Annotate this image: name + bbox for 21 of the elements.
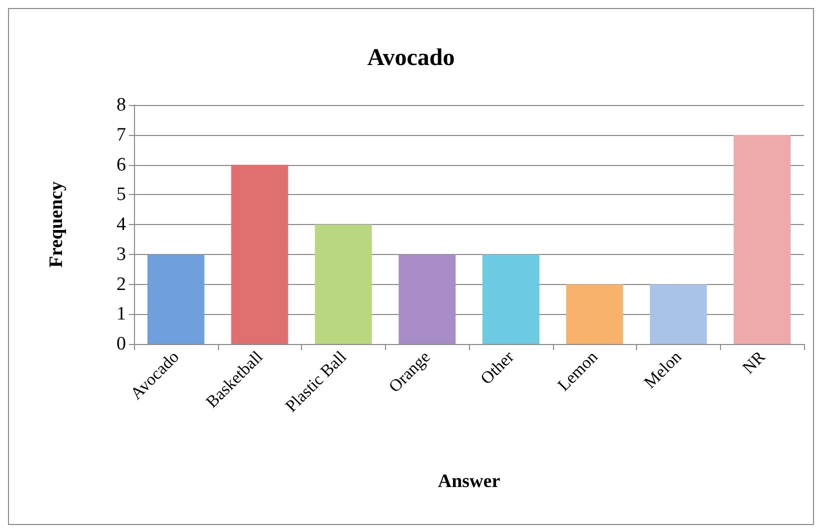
bar — [314, 224, 372, 344]
chart-title: Avocado — [367, 45, 455, 71]
y-tick-label: 0 — [116, 334, 126, 354]
y-tick-label: 1 — [116, 304, 126, 325]
y-axis-title: Frequency — [46, 180, 67, 268]
bar — [482, 254, 540, 344]
y-tick-label: 3 — [116, 244, 126, 265]
x-axis-title: Answer — [438, 471, 501, 492]
y-tick-label: 2 — [116, 274, 126, 295]
y-tick-label: 5 — [116, 184, 126, 206]
y-tick-label: 6 — [116, 154, 126, 176]
bar — [650, 284, 707, 344]
y-tick-label: 7 — [116, 124, 126, 146]
bar — [566, 284, 624, 344]
bar — [231, 164, 288, 344]
y-tick-label: 4 — [116, 214, 126, 235]
bar — [398, 254, 456, 344]
bar — [147, 254, 204, 344]
y-tick-label: 8 — [116, 94, 126, 116]
bar — [734, 134, 791, 344]
x-tick-label: NR — [738, 346, 770, 378]
